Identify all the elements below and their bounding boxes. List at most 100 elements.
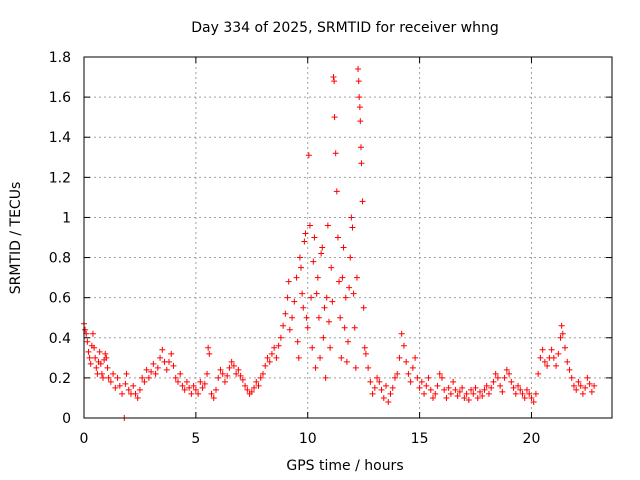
data-point xyxy=(97,360,104,367)
data-point xyxy=(159,346,166,353)
y-tick-label: 0.2 xyxy=(49,371,71,387)
data-point xyxy=(357,118,364,125)
data-point xyxy=(474,394,481,401)
data-point xyxy=(192,386,199,393)
data-point xyxy=(447,390,454,397)
data-point xyxy=(148,368,155,375)
data-point xyxy=(468,386,475,393)
data-point xyxy=(508,378,515,385)
data-point xyxy=(313,290,320,297)
data-point xyxy=(434,382,441,389)
data-point xyxy=(557,334,564,341)
x-axis-label: GPS time / hours xyxy=(286,458,403,474)
y-tick-label: 1 xyxy=(62,210,71,226)
data-point xyxy=(490,378,497,385)
data-point xyxy=(122,380,129,387)
data-point xyxy=(346,284,353,291)
data-point xyxy=(215,374,222,381)
data-point xyxy=(416,384,423,391)
data-point xyxy=(92,354,99,361)
data-point xyxy=(296,254,303,261)
data-point xyxy=(535,370,542,377)
data-point xyxy=(157,354,164,361)
data-point xyxy=(348,214,355,221)
data-point xyxy=(472,384,479,391)
data-point xyxy=(100,374,107,381)
data-point xyxy=(427,386,434,393)
data-point xyxy=(430,394,437,401)
data-point xyxy=(174,378,181,385)
data-point xyxy=(327,344,334,351)
data-point xyxy=(116,382,123,389)
data-point xyxy=(485,390,492,397)
data-point xyxy=(136,386,143,393)
data-point xyxy=(566,366,573,373)
data-point xyxy=(226,364,233,371)
axis-ticks: 0 0.2 0.4 0.6 0.8 1 1.2 1.4 1.6 1.8 0 5 10 15 20 xyxy=(49,50,612,447)
data-point xyxy=(353,274,360,281)
data-point xyxy=(96,348,103,355)
data-point xyxy=(579,390,586,397)
data-point xyxy=(378,386,385,393)
data-point xyxy=(285,278,292,285)
data-point xyxy=(334,234,341,241)
data-point xyxy=(329,298,336,305)
data-point xyxy=(275,342,282,349)
data-point xyxy=(280,322,287,329)
data-point xyxy=(356,94,363,101)
data-point xyxy=(387,390,394,397)
data-point xyxy=(102,350,109,357)
data-point xyxy=(255,382,262,389)
data-point xyxy=(312,364,319,371)
data-point xyxy=(523,386,530,393)
data-point xyxy=(461,394,468,401)
data-point xyxy=(355,78,362,85)
data-point xyxy=(515,382,522,389)
data-point xyxy=(168,350,175,357)
data-point xyxy=(273,354,280,361)
data-point xyxy=(409,364,416,371)
data-point xyxy=(407,378,414,385)
data-point xyxy=(221,378,228,385)
data-point xyxy=(537,354,544,361)
data-point xyxy=(562,344,569,351)
data-point xyxy=(396,354,403,361)
data-point xyxy=(93,364,100,371)
data-point xyxy=(432,390,439,397)
data-point xyxy=(321,304,328,311)
data-point xyxy=(570,382,577,389)
data-point xyxy=(559,330,566,337)
data-point xyxy=(86,354,93,361)
data-point xyxy=(268,350,275,357)
data-point xyxy=(322,374,329,381)
data-point xyxy=(450,378,457,385)
data-point xyxy=(528,394,535,401)
y-tick-label: 0.6 xyxy=(49,291,71,307)
data-point xyxy=(488,384,495,391)
data-point xyxy=(380,394,387,401)
data-point xyxy=(506,370,513,377)
data-point xyxy=(361,344,368,351)
y-tick-label: 0 xyxy=(62,411,71,427)
data-point xyxy=(251,384,258,391)
data-point xyxy=(84,338,91,345)
data-point xyxy=(443,394,450,401)
data-point xyxy=(183,378,190,385)
data-point xyxy=(365,364,372,371)
data-point xyxy=(400,342,407,349)
data-point xyxy=(425,374,432,381)
data-point xyxy=(210,394,217,401)
data-point xyxy=(304,324,311,331)
data-point xyxy=(555,350,562,357)
data-point xyxy=(119,390,126,397)
data-point xyxy=(213,386,219,393)
data-point xyxy=(356,104,363,111)
data-point xyxy=(141,378,148,385)
data-point xyxy=(282,310,289,317)
data-point xyxy=(224,372,231,379)
data-point xyxy=(266,358,273,365)
data-point xyxy=(107,378,114,385)
data-point xyxy=(134,394,141,401)
data-point xyxy=(293,274,300,281)
